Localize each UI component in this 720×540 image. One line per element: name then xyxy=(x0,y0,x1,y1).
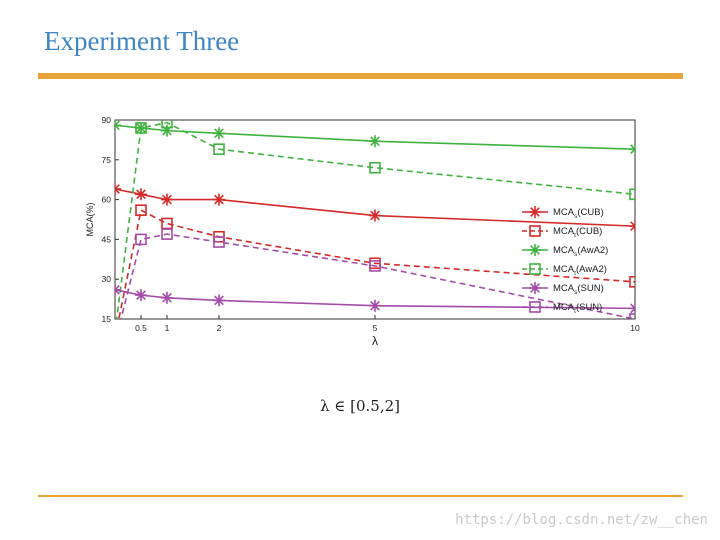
series-6-point xyxy=(135,233,147,246)
legend-label: MCAs(CUB) xyxy=(553,207,604,220)
legend-label: MCAs(SUN) xyxy=(553,283,604,296)
series-line-2 xyxy=(117,209,635,319)
lambda-range-caption: λ ∈ [0.5,2] xyxy=(319,397,401,415)
series-1-point xyxy=(115,182,121,195)
y-axis-label: MCA(%) xyxy=(85,203,95,237)
series-3-point xyxy=(161,124,173,137)
series-1-point xyxy=(213,193,225,206)
series-3-point xyxy=(369,135,381,148)
series-5-point xyxy=(115,283,121,296)
series-5-point xyxy=(161,291,173,304)
series-4-point xyxy=(629,188,635,201)
series-1-point xyxy=(369,209,381,222)
x-tick-label: 10 xyxy=(630,323,640,333)
x-tick-label: 5 xyxy=(373,323,378,333)
y-tick-label: 15 xyxy=(102,314,112,324)
legend-marker xyxy=(529,225,541,237)
series-3-point xyxy=(629,143,635,156)
y-tick-label: 30 xyxy=(102,274,112,284)
series-5-point xyxy=(369,299,381,312)
series-line-5 xyxy=(115,289,635,310)
y-tick-label: 45 xyxy=(102,234,112,244)
line-chart: 15 30 45 60 75 90 0.5 1 2 5 10 λ MCA(%) MCAs(CUB) MCAt… xyxy=(85,115,640,348)
series-2-point xyxy=(110,333,120,343)
legend-marker xyxy=(529,301,541,313)
legend-label: MCAs(AwA2) xyxy=(553,245,608,258)
legend: MCAs(CUB) MCAt(CUB) MCAs(AwA2) MCAt(AwA2) MC… xyxy=(522,206,608,315)
series-6-point xyxy=(369,260,381,272)
series-4-point xyxy=(135,122,147,134)
legend-label: MCAt(AwA2) xyxy=(553,264,607,277)
series-1-point xyxy=(629,220,635,233)
legend-marker xyxy=(529,206,541,218)
series-1-point xyxy=(135,188,147,201)
legend-marker xyxy=(529,282,541,294)
y-tick-label: 60 xyxy=(102,195,112,205)
series-2-point xyxy=(135,204,147,217)
legend-marker xyxy=(529,263,541,275)
series-6-point xyxy=(110,338,120,348)
x-tick-label: 2 xyxy=(217,323,222,333)
series-6-point xyxy=(213,236,225,248)
legend-marker xyxy=(529,244,541,256)
watermark: https://blog.csdn.net/zw__chen xyxy=(455,512,708,528)
x-axis-label: λ xyxy=(372,334,378,348)
title-underline xyxy=(38,73,683,79)
footer-rule xyxy=(38,495,683,497)
series-5-point xyxy=(213,294,225,307)
series-1-point xyxy=(161,193,173,206)
x-tick-label: 1 xyxy=(165,323,170,333)
series-line-4 xyxy=(115,121,635,319)
legend-label: MCAt(SUN) xyxy=(553,302,602,315)
series-line-1 xyxy=(115,188,635,227)
series-4-point xyxy=(110,327,120,337)
series-4-point xyxy=(369,161,381,174)
series-4-point xyxy=(161,120,173,129)
legend-label: MCAt(CUB) xyxy=(553,226,602,239)
series-5-point xyxy=(629,302,635,315)
series-4-point xyxy=(213,143,225,155)
series-5-point xyxy=(135,289,147,302)
series-3-point xyxy=(213,127,225,140)
series-6-point xyxy=(161,228,173,240)
y-tick-label: 90 xyxy=(102,115,112,125)
slide-title: Experiment Three xyxy=(44,26,240,56)
x-tick-label: 0.5 xyxy=(135,323,147,333)
y-tick-label: 75 xyxy=(102,155,112,165)
series-2-point xyxy=(629,276,635,288)
plot-series xyxy=(110,120,635,348)
